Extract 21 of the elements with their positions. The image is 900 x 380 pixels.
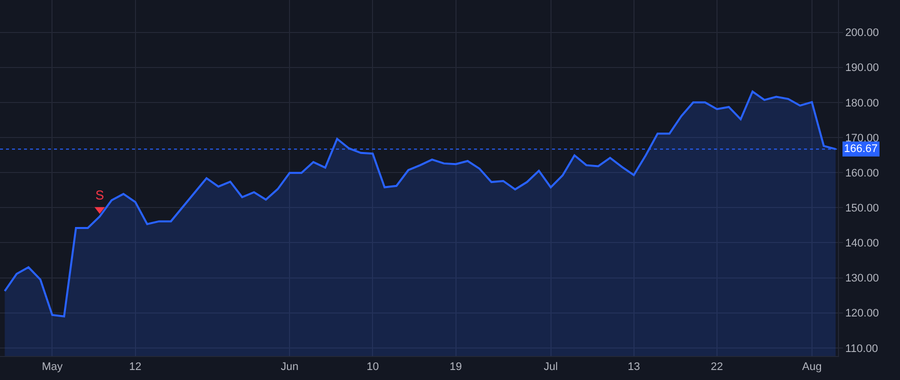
- y-tick-label: 130.00: [845, 272, 879, 285]
- x-tick-label: Jul: [544, 361, 558, 374]
- x-tick-label: Aug: [802, 361, 822, 374]
- y-tick-label: 120.00: [845, 308, 879, 320]
- x-tick-label: 10: [366, 361, 379, 374]
- y-tick-label: 140.00: [845, 238, 879, 250]
- y-tick-label: 160.00: [845, 167, 879, 180]
- ref-line-label: 166.67: [844, 143, 878, 155]
- y-tick-label: 190.00: [845, 62, 879, 74]
- x-tick-label: 13: [628, 361, 640, 374]
- y-tick-label: 150.00: [845, 202, 879, 214]
- data-label: S: [95, 188, 104, 203]
- x-tick-label: 19: [450, 361, 462, 374]
- y-tick-label: 200.00: [845, 27, 879, 40]
- x-tick-label: 22: [710, 361, 724, 374]
- y-tick-label: 180.00: [845, 97, 879, 110]
- y-tick-label: 110.00: [845, 342, 878, 355]
- x-tick-label: Jun: [280, 361, 298, 374]
- y-tick-label: 170.00: [845, 132, 879, 144]
- x-tick-label: 12: [129, 361, 142, 374]
- x-tick-label: May: [42, 361, 64, 374]
